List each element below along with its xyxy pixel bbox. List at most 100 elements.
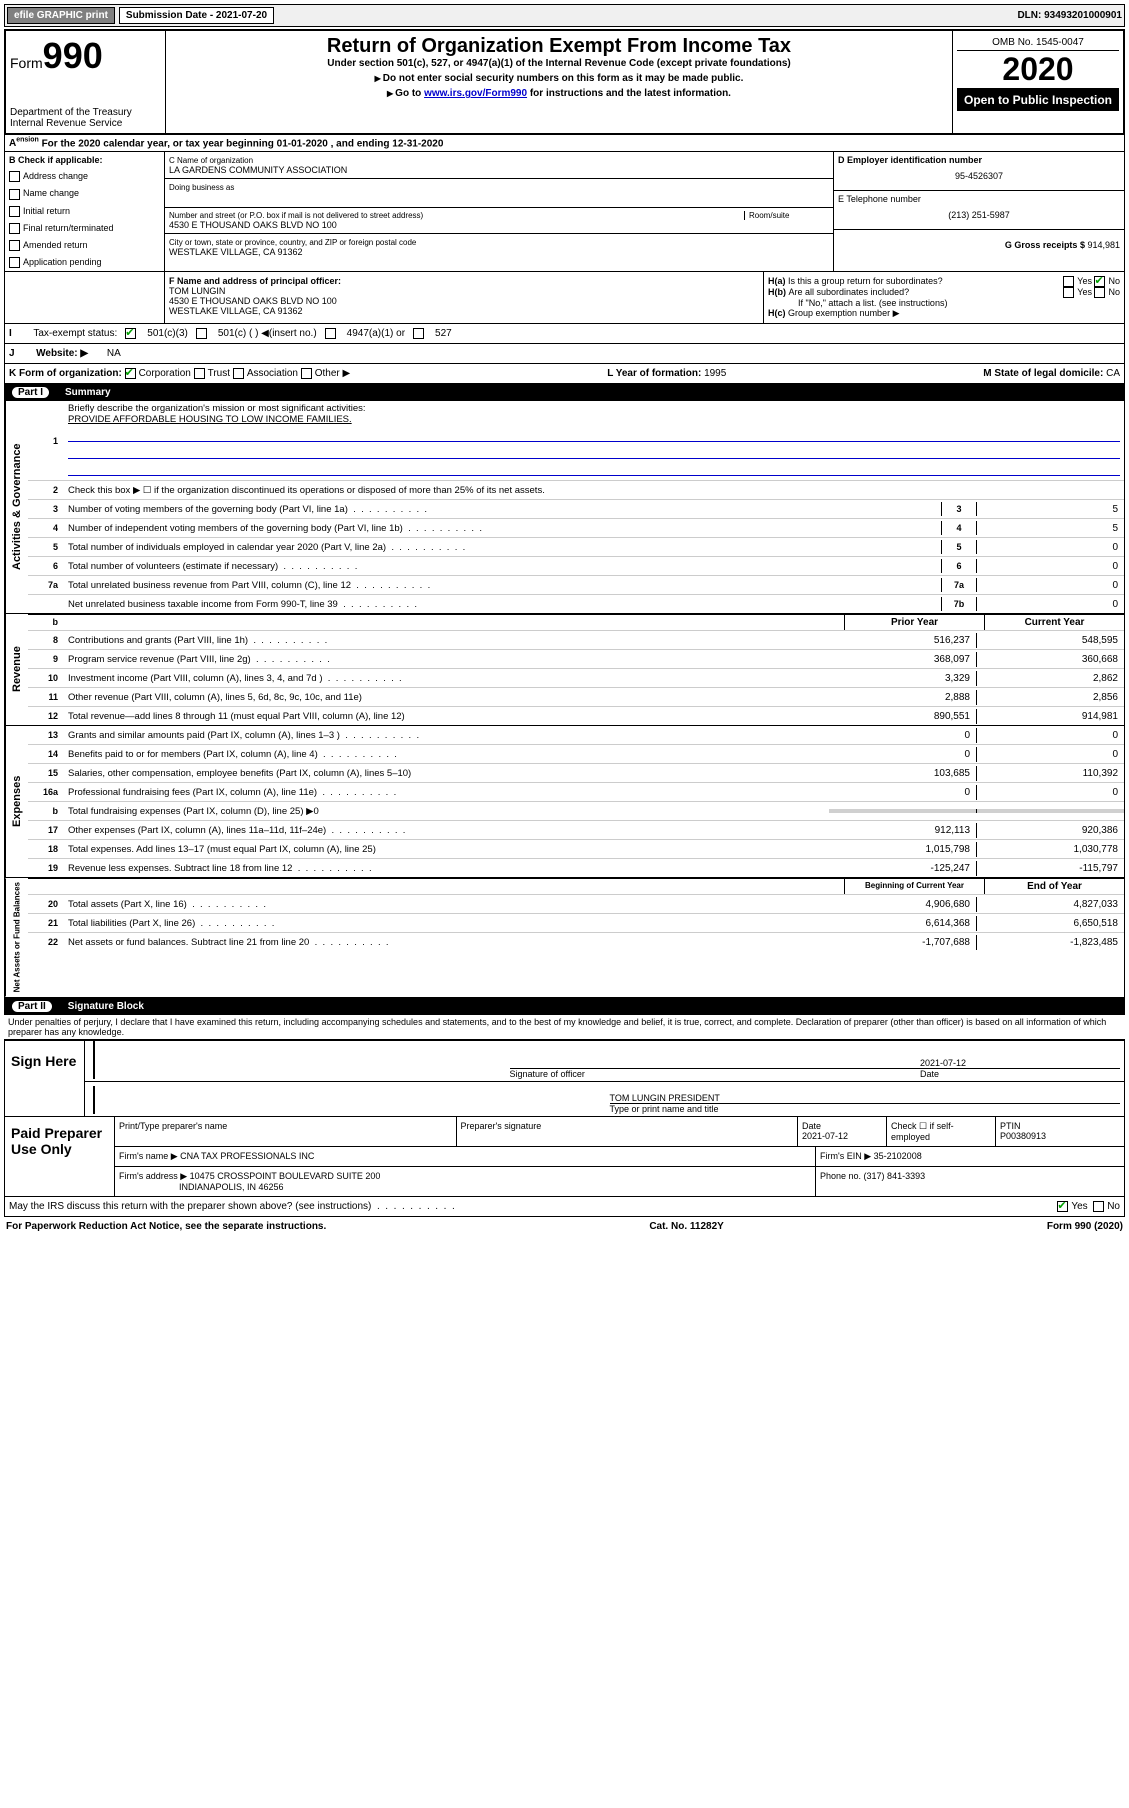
cb-initial-return[interactable]	[9, 206, 20, 217]
l19-prior: -125,247	[829, 861, 976, 876]
cb-hb-no[interactable]	[1094, 287, 1105, 298]
cb-501c3[interactable]	[125, 328, 136, 339]
l1-label: Briefly describe the organization's miss…	[68, 403, 366, 414]
side-net-assets: Net Assets or Fund Balances	[5, 878, 28, 996]
l18-text: Total expenses. Add lines 13–17 (must eq…	[64, 842, 829, 857]
firm-addr2: INDIANAPOLIS, IN 46256	[179, 1182, 284, 1192]
state-domicile: CA	[1106, 368, 1120, 379]
cb-corp[interactable]	[125, 368, 136, 379]
firm-ein-label: Firm's EIN ▶	[820, 1151, 871, 1161]
cb-discuss-no[interactable]	[1093, 1201, 1104, 1212]
l11-text: Other revenue (Part VIII, column (A), li…	[64, 690, 829, 705]
discuss-row: May the IRS discuss this return with the…	[4, 1197, 1125, 1217]
line-a-period: Aension For the 2020 calendar year, or t…	[4, 135, 1125, 152]
cb-501c[interactable]	[196, 328, 207, 339]
tax-year: 2020	[957, 51, 1119, 89]
l16a-prior: 0	[829, 785, 976, 800]
l15-prior: 103,685	[829, 766, 976, 781]
website-value: NA	[107, 348, 121, 359]
cb-assoc[interactable]	[233, 368, 244, 379]
ptin-label: PTIN	[1000, 1121, 1021, 1131]
prep-date-label: Date	[802, 1121, 821, 1131]
part1-title: Summary	[65, 387, 111, 398]
page-footer: For Paperwork Reduction Act Notice, see …	[4, 1217, 1125, 1236]
year-formation: 1995	[704, 368, 726, 379]
l13-curr: 0	[976, 728, 1124, 743]
l9-text: Program service revenue (Part VIII, line…	[64, 652, 829, 667]
form-id-box: Form990 Department of the Treasury Inter…	[6, 31, 166, 133]
cb-ha-yes[interactable]	[1063, 276, 1074, 287]
sig-name-label: Type or print name and title	[610, 1103, 1121, 1114]
cb-final-return[interactable]	[9, 223, 20, 234]
l6-val: 0	[977, 559, 1124, 574]
l1-mission: PROVIDE AFFORDABLE HOUSING TO LOW INCOME…	[68, 414, 352, 425]
l15-text: Salaries, other compensation, employee b…	[64, 766, 829, 781]
l10-curr: 2,862	[976, 671, 1124, 686]
paid-preparer-label: Paid Preparer Use Only	[5, 1117, 115, 1196]
col-c: C Name of organizationLA GARDENS COMMUNI…	[165, 152, 834, 271]
cb-other[interactable]	[301, 368, 312, 379]
l21-prior: 6,614,368	[829, 916, 976, 931]
hb-note: If "No," attach a list. (see instruction…	[768, 298, 1120, 308]
cb-address-change[interactable]	[9, 171, 20, 182]
cb-name-change[interactable]	[9, 189, 20, 200]
l22-curr: -1,823,485	[976, 935, 1124, 950]
form-label: Form	[10, 55, 43, 71]
l8-prior: 516,237	[829, 633, 976, 648]
cb-527[interactable]	[413, 328, 424, 339]
prep-date: 2021-07-12	[802, 1131, 848, 1141]
l5-val: 0	[977, 540, 1124, 555]
cb-ha-no[interactable]	[1094, 276, 1105, 287]
cb-app-pending[interactable]	[9, 257, 20, 268]
firm-ein: 35-2102008	[874, 1151, 922, 1161]
row-klm: K Form of organization: Corporation Trus…	[4, 364, 1125, 384]
phone-value: (213) 251-5987	[838, 204, 1120, 226]
l7b-text: Net unrelated business taxable income fr…	[64, 597, 941, 612]
gross-receipts: 914,981	[1087, 240, 1120, 250]
l17-text: Other expenses (Part IX, column (A), lin…	[64, 823, 829, 838]
footer-left: For Paperwork Reduction Act Notice, see …	[6, 1221, 326, 1232]
form-header: Form990 Department of the Treasury Inter…	[4, 29, 1125, 135]
paid-preparer-section: Paid Preparer Use Only Print/Type prepar…	[4, 1117, 1125, 1197]
cb-amended[interactable]	[9, 240, 20, 251]
l20-text: Total assets (Part X, line 16)	[64, 897, 829, 912]
opt-initial-return: Initial return	[23, 206, 70, 216]
l6-text: Total number of volunteers (estimate if …	[64, 559, 941, 574]
footer-right: Form 990 (2020)	[1047, 1221, 1123, 1232]
org-name: LA GARDENS COMMUNITY ASSOCIATION	[169, 165, 347, 175]
cb-hb-yes[interactable]	[1063, 287, 1074, 298]
l-label: L Year of formation:	[607, 368, 704, 379]
city-value: WESTLAKE VILLAGE, CA 91362	[169, 247, 303, 257]
governance-section: Activities & Governance 1Briefly describ…	[4, 401, 1125, 614]
cb-4947[interactable]	[325, 328, 336, 339]
prep-name-label: Print/Type preparer's name	[119, 1121, 227, 1131]
col-f: F Name and address of principal officer:…	[165, 272, 764, 323]
l13-text: Grants and similar amounts paid (Part IX…	[64, 728, 829, 743]
ein-value: 95-4526307	[838, 165, 1120, 187]
l2-text: Check this box ▶ ☐ if the organization d…	[64, 483, 1124, 498]
l12-curr: 914,981	[976, 709, 1124, 724]
cb-discuss-yes[interactable]	[1057, 1201, 1068, 1212]
submission-date-value: 2021-07-20	[216, 10, 267, 21]
sig-date-label: Date	[920, 1068, 1120, 1079]
efile-print-button[interactable]: efile GRAPHIC print	[7, 7, 115, 24]
sign-here-section: Sign Here Signature of officer 2021-07-1…	[4, 1039, 1125, 1117]
open-inspection: Open to Public Inspection	[957, 89, 1119, 111]
opt-amended: Amended return	[23, 240, 88, 250]
subtitle-2: Do not enter social security numbers on …	[170, 73, 948, 84]
l17-curr: 920,386	[976, 823, 1124, 838]
dept-treasury: Department of the Treasury	[10, 107, 161, 118]
instructions-link[interactable]: www.irs.gov/Form990	[424, 88, 527, 99]
footer-mid: Cat. No. 11282Y	[649, 1221, 723, 1232]
hc-label: Group exemption number ▶	[788, 308, 899, 318]
ha-label: Is this a group return for subordinates?	[788, 276, 1063, 287]
row-j: J Website: ▶ NA	[4, 344, 1125, 364]
l19-text: Revenue less expenses. Subtract line 18 …	[64, 861, 829, 876]
title-box: Return of Organization Exempt From Incom…	[166, 31, 953, 133]
opt-final-return: Final return/terminated	[23, 223, 114, 233]
i-label: Tax-exempt status:	[33, 328, 117, 339]
cb-trust[interactable]	[194, 368, 205, 379]
l9-curr: 360,668	[976, 652, 1124, 667]
k-label: K Form of organization:	[9, 368, 122, 379]
l17-prior: 912,113	[829, 823, 976, 838]
